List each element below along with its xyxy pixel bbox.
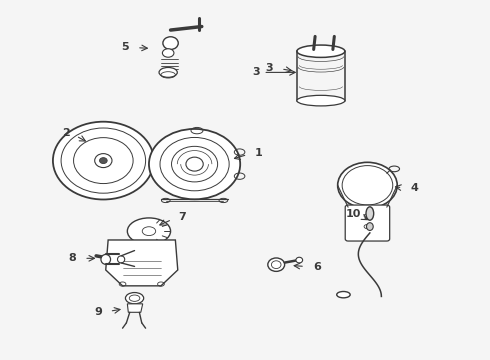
Text: 6: 6 — [313, 262, 321, 272]
Text: 3: 3 — [266, 63, 273, 73]
Polygon shape — [106, 240, 178, 286]
Text: 9: 9 — [94, 307, 102, 317]
Ellipse shape — [125, 293, 144, 304]
Ellipse shape — [297, 45, 345, 57]
Ellipse shape — [366, 207, 374, 220]
Ellipse shape — [268, 258, 285, 271]
Polygon shape — [127, 304, 143, 312]
Ellipse shape — [101, 255, 111, 264]
Ellipse shape — [99, 158, 107, 163]
Text: 10: 10 — [345, 210, 361, 220]
Ellipse shape — [127, 218, 171, 244]
Text: 8: 8 — [68, 253, 76, 263]
Ellipse shape — [163, 37, 178, 49]
Ellipse shape — [159, 67, 177, 77]
Text: 1: 1 — [255, 148, 263, 158]
FancyBboxPatch shape — [345, 205, 390, 241]
Ellipse shape — [367, 223, 373, 230]
Ellipse shape — [118, 256, 125, 263]
Ellipse shape — [337, 292, 350, 298]
Text: 3: 3 — [252, 67, 260, 77]
Text: 2: 2 — [62, 129, 70, 138]
Ellipse shape — [53, 122, 154, 199]
Ellipse shape — [162, 49, 174, 57]
Text: 5: 5 — [121, 42, 129, 53]
Text: 4: 4 — [411, 184, 418, 193]
Ellipse shape — [297, 95, 345, 106]
Text: 7: 7 — [178, 212, 186, 222]
Ellipse shape — [149, 129, 240, 199]
Ellipse shape — [338, 162, 397, 208]
Ellipse shape — [296, 257, 303, 263]
